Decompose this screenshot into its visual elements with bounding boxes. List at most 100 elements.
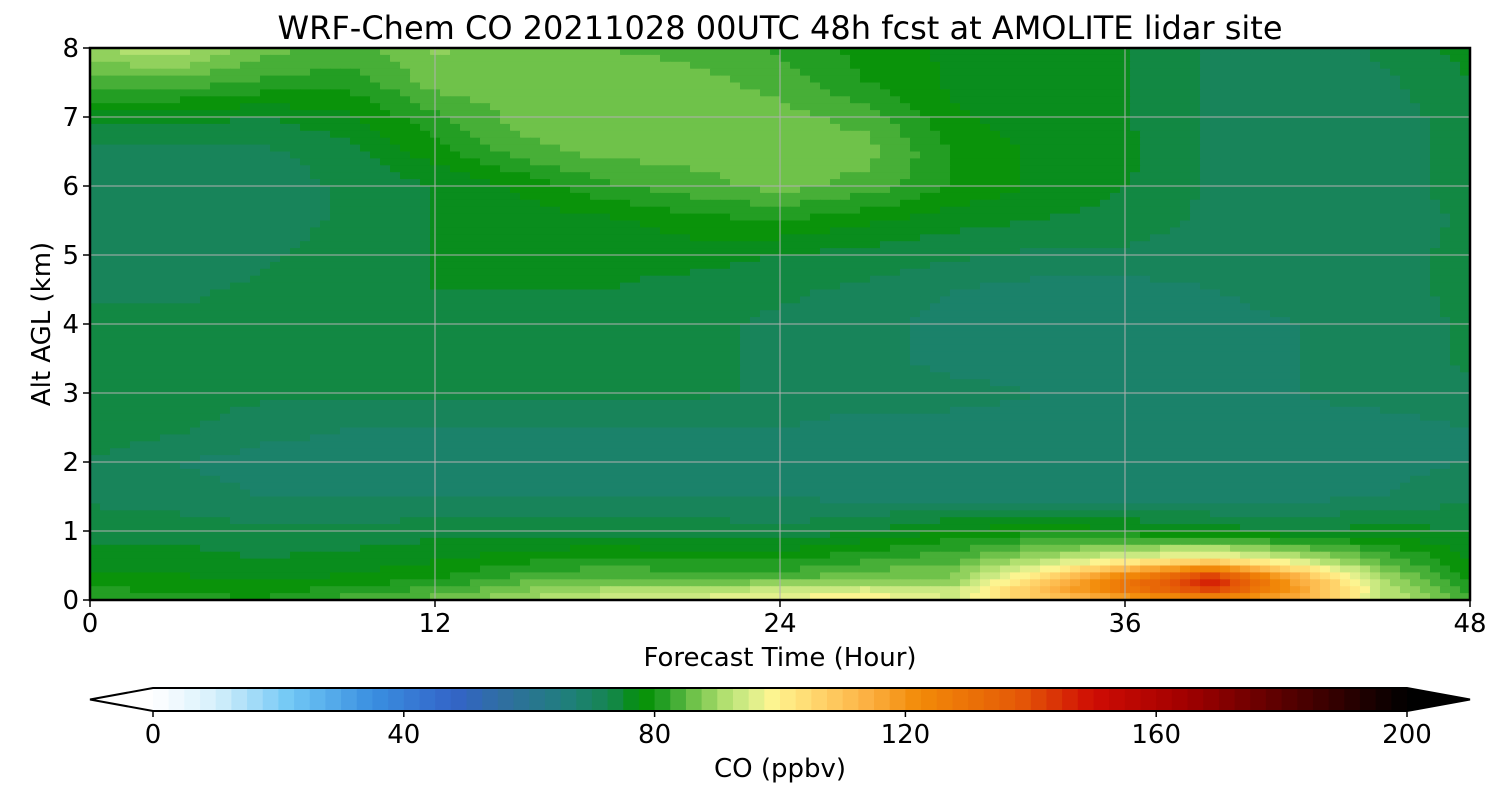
contour-cell — [120, 296, 131, 304]
contour-cell — [820, 54, 831, 63]
contour-cell — [150, 158, 161, 166]
contour-cell — [1010, 144, 1021, 153]
contour-cell — [1040, 268, 1051, 277]
contour-cell — [140, 82, 151, 90]
contour-cell — [1200, 275, 1211, 284]
contour-cell — [370, 192, 381, 201]
contour-cell — [610, 248, 621, 256]
contour-cell — [1330, 255, 1341, 263]
contour-cell — [480, 54, 491, 63]
contour-cell — [1310, 165, 1321, 173]
contour-cell — [860, 54, 871, 63]
contour-cell — [650, 241, 661, 249]
contour-cell — [820, 144, 831, 153]
contour-cell — [870, 158, 881, 166]
contour-cell — [1080, 82, 1091, 90]
contour-cell — [1340, 282, 1351, 291]
contour-cell — [770, 123, 781, 132]
contour-cell — [660, 137, 671, 146]
contour-cell — [900, 255, 911, 263]
contour-cell — [440, 179, 451, 187]
contour-cell — [1270, 54, 1281, 63]
contour-cell — [910, 96, 921, 104]
contour-cell — [700, 186, 711, 194]
contour-cell — [1090, 110, 1101, 118]
contour-cell — [1220, 206, 1231, 215]
contour-cell — [1010, 117, 1021, 125]
contour-cell — [970, 96, 981, 104]
contour-cell — [1390, 192, 1401, 201]
contour-cell — [160, 54, 171, 63]
contour-cell — [1290, 61, 1301, 70]
contour-cell — [160, 296, 171, 304]
contour-cell — [570, 96, 581, 104]
contour-cell — [420, 158, 431, 166]
contour-cell — [450, 96, 461, 104]
contour-cell — [380, 103, 391, 111]
contour-cell — [470, 75, 481, 84]
contour-cell — [1190, 289, 1201, 297]
contour-cell — [120, 48, 131, 56]
contour-cell — [930, 137, 941, 146]
contour-cell — [360, 261, 371, 270]
contour-cell — [1000, 68, 1011, 77]
contour-cell — [220, 179, 231, 187]
contour-cell — [470, 227, 481, 235]
contour-cell — [1090, 172, 1101, 180]
contour-cell — [650, 186, 661, 194]
contour-cell — [920, 268, 931, 277]
contour-cell — [450, 151, 461, 159]
contour-cell — [250, 82, 261, 90]
contour-cell — [1280, 199, 1291, 208]
contour-cell — [260, 289, 271, 297]
contour-cell — [400, 68, 411, 77]
contour-cell — [1430, 179, 1441, 187]
contour-cell — [770, 268, 781, 277]
contour-cell — [1060, 255, 1071, 263]
contour-cell — [200, 82, 211, 90]
contour-cell — [1360, 282, 1371, 291]
contour-cell — [140, 296, 151, 304]
contour-cell — [350, 75, 361, 84]
contour-cell — [320, 89, 331, 97]
contour-cell — [1380, 137, 1391, 146]
contour-cell — [1070, 130, 1081, 139]
contour-cell — [620, 172, 631, 180]
contour-cell — [240, 151, 251, 159]
contour-cell — [650, 61, 661, 70]
contour-cell — [280, 213, 291, 222]
contour-cell — [1280, 165, 1291, 173]
contour-cell — [1310, 48, 1321, 56]
contour-cell — [1330, 137, 1341, 146]
contour-cell — [1460, 220, 1471, 228]
contour-cell — [1420, 54, 1431, 63]
contour-cell — [170, 179, 181, 187]
contour-cell — [1250, 68, 1261, 77]
contour-cell — [690, 172, 701, 180]
contour-cell — [850, 103, 861, 111]
contour-cell — [560, 282, 571, 291]
contour-cell — [530, 103, 541, 111]
contour-cell — [680, 206, 691, 215]
contour-cell — [680, 144, 691, 153]
contour-cell — [480, 213, 491, 222]
contour-cell — [90, 110, 101, 118]
contour-cell — [310, 48, 321, 56]
contour-cell — [1150, 110, 1161, 118]
contour-cell — [920, 255, 931, 263]
contour-cell — [840, 151, 851, 159]
contour-cell — [1240, 289, 1251, 297]
contour-cell — [1090, 206, 1101, 215]
contour-cell — [1020, 186, 1031, 194]
contour-cell — [1320, 192, 1331, 201]
contour-cell — [100, 54, 111, 63]
contour-cell — [700, 234, 711, 242]
contour-cell — [400, 123, 411, 132]
contour-cell — [740, 248, 751, 256]
contour-cell — [880, 213, 891, 222]
contour-cell — [1020, 144, 1031, 153]
contour-cell — [420, 241, 431, 249]
contour-cell — [460, 158, 471, 166]
contour-cell — [1250, 282, 1261, 291]
contour-cell — [1280, 220, 1291, 228]
